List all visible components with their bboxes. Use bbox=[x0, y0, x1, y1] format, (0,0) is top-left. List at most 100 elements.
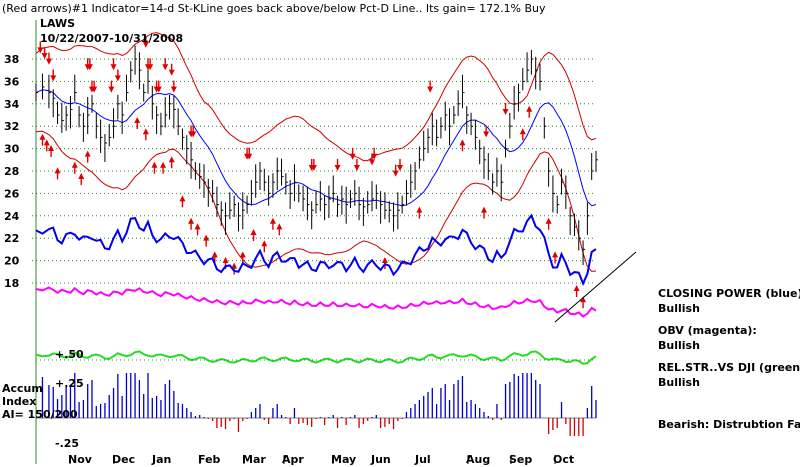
y-tick-label: 30 bbox=[4, 143, 20, 156]
closing-power-line bbox=[35, 213, 597, 287]
y-tick-label: 24 bbox=[4, 210, 20, 223]
month-label: Apr bbox=[282, 453, 304, 466]
down-arrow bbox=[162, 58, 169, 71]
down-arrow bbox=[37, 41, 44, 54]
y-tick-label: 22 bbox=[4, 232, 19, 245]
signal-arrows bbox=[37, 35, 587, 309]
down-arrow bbox=[45, 52, 52, 65]
month-label: Dec bbox=[112, 453, 135, 466]
month-label: Feb bbox=[198, 453, 221, 466]
down-arrow bbox=[483, 125, 490, 138]
up-arrow bbox=[168, 156, 175, 169]
up-arrow bbox=[203, 234, 210, 247]
y-tick-label: 20 bbox=[4, 255, 20, 268]
obv-label: OBV (magenta): bbox=[658, 324, 757, 337]
down-arrow bbox=[353, 159, 360, 171]
accum-tick-plus: +.25 bbox=[55, 377, 84, 390]
month-label: Jul bbox=[414, 453, 431, 466]
down-arrow bbox=[246, 147, 253, 160]
up-arrow bbox=[526, 105, 533, 118]
down-arrow bbox=[114, 69, 121, 82]
up-arrow bbox=[39, 133, 46, 146]
up-arrow bbox=[43, 139, 50, 152]
rs-tick-label: +.50 bbox=[55, 348, 84, 361]
up-arrow bbox=[261, 240, 268, 253]
y-tick-label: 34 bbox=[4, 98, 20, 111]
down-arrow bbox=[397, 159, 403, 171]
down-arrow bbox=[142, 35, 149, 48]
up-arrow bbox=[222, 257, 229, 269]
rs-label: REL.STR..VS DJI (green): bbox=[658, 361, 800, 374]
up-arrow bbox=[151, 161, 158, 174]
obv-line bbox=[35, 286, 597, 318]
down-arrow bbox=[349, 147, 356, 160]
x-axis-months: Nov Dec Jan Feb Mar Apr May Jun Jul Aug Sep Oct bbox=[68, 453, 574, 466]
accum-ai-label: AI= 150/200 bbox=[2, 408, 78, 421]
up-arrow bbox=[269, 217, 276, 230]
down-arrow bbox=[502, 103, 509, 115]
month-label: Jan bbox=[151, 453, 171, 466]
month-label: Aug bbox=[466, 453, 490, 466]
bands bbox=[35, 32, 597, 272]
price-grid bbox=[32, 20, 596, 464]
closing-power-value: Bullish bbox=[658, 302, 700, 315]
down-arrow bbox=[190, 125, 197, 138]
up-arrow bbox=[459, 139, 466, 152]
up-arrow bbox=[179, 195, 186, 208]
down-arrow bbox=[427, 80, 434, 93]
indicator-lines bbox=[35, 213, 637, 365]
up-arrow bbox=[48, 145, 55, 157]
up-arrow bbox=[250, 229, 257, 241]
up-arrow bbox=[78, 173, 85, 185]
y-tick-label: 36 bbox=[4, 75, 20, 88]
y-axis-ticks: 38 36 34 32 30 28 26 24 22 20 18 bbox=[4, 53, 20, 290]
up-arrow bbox=[231, 262, 238, 275]
down-arrow bbox=[91, 80, 98, 93]
up-arrow bbox=[276, 223, 283, 236]
down-arrow bbox=[168, 63, 175, 76]
up-arrow bbox=[239, 251, 246, 264]
accum-tick-minus: -.25 bbox=[55, 437, 79, 450]
up-arrow bbox=[381, 257, 388, 269]
accum-label-2: Index bbox=[2, 395, 36, 408]
up-arrow bbox=[211, 251, 218, 264]
month-label: Sep bbox=[509, 453, 532, 466]
rs-value: Bullish bbox=[658, 376, 700, 389]
down-arrow bbox=[108, 80, 115, 93]
price-bars bbox=[35, 45, 598, 266]
down-arrow bbox=[392, 164, 399, 177]
up-arrow bbox=[416, 206, 423, 219]
y-tick-label: 32 bbox=[4, 120, 19, 133]
date-range-label: 10/22/2007-10/31/2008 bbox=[40, 32, 183, 45]
up-arrow bbox=[573, 285, 580, 297]
trendline bbox=[554, 251, 637, 323]
chart-title: (Red arrows)#1 Indicator=14-d St-KLine g… bbox=[2, 2, 546, 15]
up-arrow bbox=[71, 161, 78, 174]
y-tick-label: 28 bbox=[4, 165, 19, 178]
down-arrow bbox=[155, 80, 162, 93]
upper-band bbox=[35, 32, 597, 162]
up-arrow bbox=[134, 117, 141, 129]
rel-strength-line bbox=[35, 350, 597, 365]
moving-average bbox=[35, 89, 597, 207]
up-arrow bbox=[552, 251, 559, 264]
up-arrow bbox=[160, 161, 167, 174]
y-tick-label: 26 bbox=[4, 187, 20, 200]
month-label: Nov bbox=[68, 453, 93, 466]
ticker-label: LAWS bbox=[40, 17, 75, 30]
obv-value: Bullish bbox=[658, 339, 700, 352]
up-arrow bbox=[194, 223, 201, 236]
y-tick-label: 18 bbox=[4, 277, 19, 290]
up-arrow bbox=[545, 217, 552, 230]
up-arrow bbox=[188, 217, 195, 230]
up-arrow bbox=[54, 167, 61, 180]
y-tick-label: 38 bbox=[4, 53, 19, 66]
up-arrow bbox=[84, 150, 91, 163]
month-label: Mar bbox=[242, 453, 266, 466]
down-arrow bbox=[369, 153, 375, 166]
up-arrow bbox=[481, 206, 487, 219]
down-arrow bbox=[310, 159, 317, 171]
down-arrow bbox=[170, 80, 177, 93]
